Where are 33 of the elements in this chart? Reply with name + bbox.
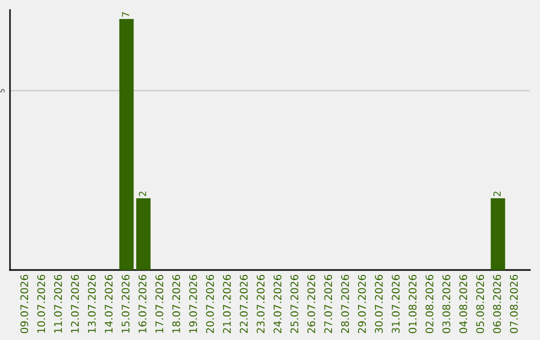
x-tick-label: 09.07.2026	[20, 274, 28, 334]
x-tick-label: 22.07.2026	[240, 274, 248, 334]
x-tick-label: 01.08.2026	[408, 274, 417, 334]
x-tick-label: 06.08.2026	[493, 274, 501, 334]
x-tick-label: 31.07.2026	[392, 274, 400, 334]
x-tick-label: 26.07.2026	[307, 274, 316, 334]
x-tick-label: 07.08.2026	[510, 274, 518, 334]
x-tick-label: 27.07.2026	[324, 274, 332, 334]
x-tick-label: 04.08.2026	[459, 274, 468, 334]
x-tick-label: 14.07.2026	[104, 274, 113, 333]
x-tick-label: 03.08.2026	[442, 274, 450, 334]
x-tick-label: 15.07.2026	[122, 274, 130, 333]
x-tick-label: 18.07.2026	[172, 274, 180, 333]
data-label: 7	[122, 12, 130, 17]
x-tick-label: 28.07.2026	[341, 274, 349, 334]
x-tick-label: 29.07.2026	[358, 274, 366, 334]
x-tick-label: 24.07.2026	[274, 274, 282, 334]
x-tick-label: 02.08.2026	[426, 274, 434, 334]
data-label: 2	[493, 192, 501, 196]
x-tick-label: 12.07.2026	[70, 274, 79, 333]
x-tick-label: 10.07.2026	[37, 274, 46, 333]
x-tick-label: 30.07.2026	[374, 274, 383, 334]
x-tick-label: 05.08.2026	[476, 274, 484, 334]
x-tick-label: 16.07.2026	[138, 274, 146, 333]
x-tick-label: 20.07.2026	[206, 274, 214, 334]
x-tick-label: 23.07.2026	[256, 274, 265, 334]
x-tick-label: 19.07.2026	[189, 274, 198, 333]
x-tick-label: 25.07.2026	[290, 274, 298, 334]
data-label: 2	[138, 192, 146, 196]
x-tick-label: 11.07.2026	[54, 274, 62, 333]
x-tick-label: 21.07.2026	[222, 274, 231, 334]
x-tick-label: 13.07.2026	[88, 274, 96, 333]
x-tick-label: 17.07.2026	[155, 274, 164, 333]
